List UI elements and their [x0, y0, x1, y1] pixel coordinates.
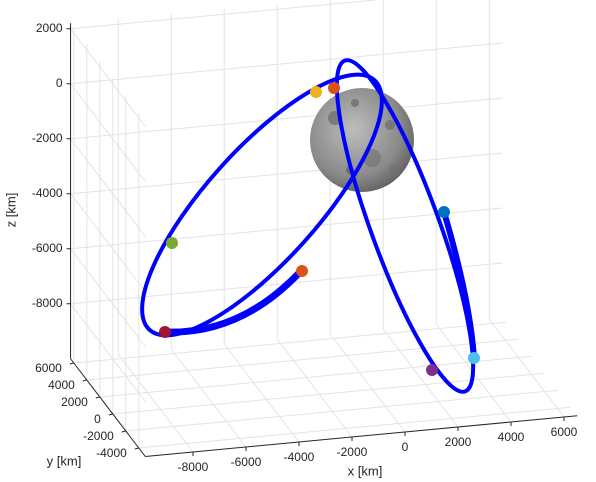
grid-line — [382, 328, 459, 428]
orbits — [140, 58, 477, 394]
grid-line — [70, 0, 381, 30]
grid-line — [70, 193, 146, 292]
grid-line — [170, 348, 247, 448]
y-axis-label: y [km] — [47, 453, 82, 468]
grid-line — [117, 353, 194, 453]
grid-line — [125, 389, 558, 432]
z-tick-label: -8000 — [32, 296, 63, 310]
axes: -8000 -6000 -4000 -2000 0 2000 4000 6000 -4000 -2… — [32, 0, 578, 474]
grid-line — [70, 83, 146, 182]
x-tick-label: 4000 — [498, 430, 525, 444]
grid-line — [138, 406, 571, 449]
x-axis-label: x [km] — [348, 463, 383, 478]
x-tick-label: 6000 — [551, 425, 578, 439]
grid-line — [70, 248, 146, 347]
grid-line — [73, 321, 506, 364]
z-axis-label: z [km] — [3, 193, 18, 228]
grid-line — [86, 338, 519, 381]
y-tick — [134, 447, 139, 450]
grid-line — [70, 42, 503, 85]
y-tick-label: -4000 — [96, 446, 127, 460]
x-tick-label: -4000 — [284, 450, 315, 464]
x-tick-label: 0 — [402, 440, 409, 454]
y-axis-line — [70, 358, 146, 457]
y-tick-label: 2000 — [61, 395, 88, 409]
grid-line — [223, 343, 300, 443]
y-tick-label: -2000 — [83, 429, 114, 443]
z-tick-label: -2000 — [32, 131, 63, 145]
grid-line — [70, 138, 146, 237]
grid-line — [488, 318, 565, 418]
orbit-markers — [159, 82, 480, 376]
grid-line — [70, 152, 503, 195]
grid-line — [276, 338, 353, 438]
grid-line — [70, 303, 146, 402]
z-tick-label: 2000 — [36, 21, 63, 35]
grid-line — [99, 355, 532, 398]
y-tick-label: 0 — [94, 412, 101, 426]
y-tick-label: 6000 — [35, 361, 62, 375]
y-tick — [95, 396, 100, 399]
x-tick-label: -2000 — [337, 445, 368, 459]
y-tick — [69, 362, 74, 365]
x-tick-label: -6000 — [231, 455, 262, 469]
grid-line — [329, 333, 406, 433]
z-tick-label: -6000 — [32, 241, 63, 255]
y-tick — [108, 413, 113, 416]
y-tick — [82, 379, 87, 382]
x-tick-label: 2000 — [445, 435, 472, 449]
x-axis-line — [145, 415, 578, 457]
grid-line — [70, 28, 146, 127]
grid-line — [70, 207, 503, 250]
z-tick-label: 0 — [56, 76, 63, 90]
grid-line — [70, 97, 503, 140]
y-tick-label: 4000 — [48, 378, 75, 392]
x-tick-label: -8000 — [178, 460, 209, 474]
y-tick — [121, 430, 126, 433]
moon — [310, 88, 414, 192]
grid-line — [112, 372, 545, 415]
z-tick-label: -4000 — [32, 186, 63, 200]
